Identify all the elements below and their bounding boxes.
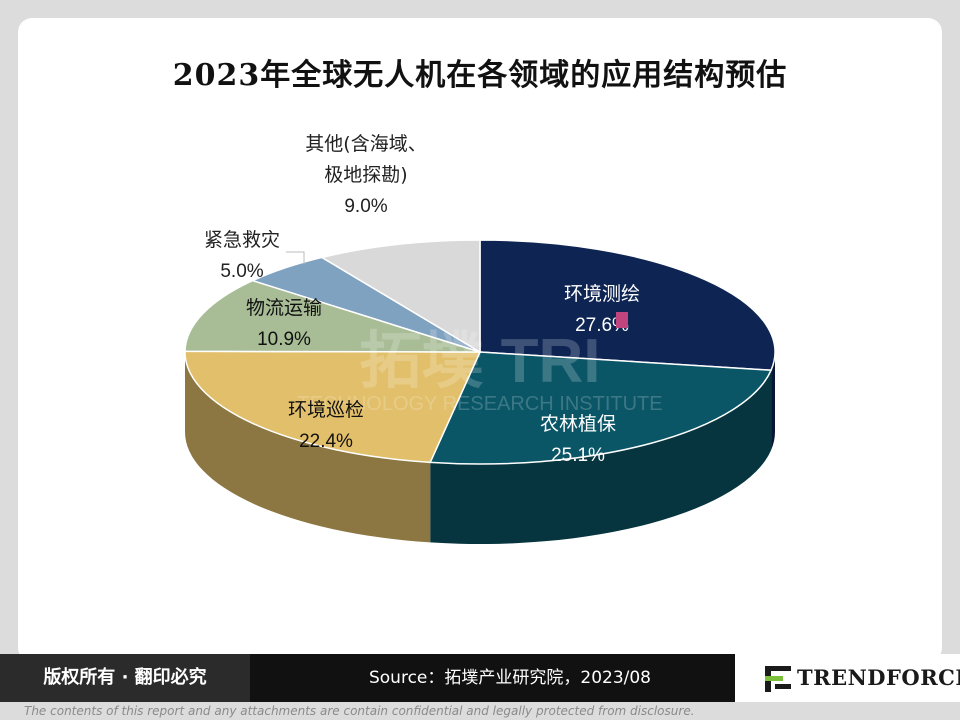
pie-slice	[429, 351, 773, 465]
slice-label: 紧急救灾	[204, 229, 280, 251]
leader-line	[286, 251, 305, 264]
slice-marker	[616, 312, 628, 328]
slice-value-label: 9.0%	[344, 196, 387, 217]
svg-text:拓墣 TRI: 拓墣 TRI	[359, 327, 600, 396]
pie-side-wall	[185, 352, 431, 543]
slice-value-label: 27.6%	[575, 315, 629, 336]
slice-value-label: 5.0%	[220, 261, 263, 282]
pie-slice	[184, 350, 482, 464]
slice-label: 极地探勘)	[324, 164, 407, 186]
disclaimer-text: The contents of this report and any atta…	[24, 704, 695, 718]
pie-slice	[184, 279, 481, 353]
slice-value-label: 10.9%	[257, 329, 311, 350]
brand-logo: TRENDFORCE	[735, 654, 960, 702]
brand-name: TRENDFORCE	[797, 665, 960, 690]
copyright-notice: 版权所有 · 翻印必究	[0, 654, 250, 702]
slice-value-label: 22.4%	[299, 431, 353, 452]
slice-label: 物流运输	[246, 297, 322, 319]
source-note: Source：拓墣产业研究院，2023/08	[368, 668, 651, 688]
slice-label: 环境测绘	[564, 283, 640, 305]
slice-label: 其他(含海域、	[305, 133, 426, 155]
svg-text:TECHNOLOGY RESEARCH INSTITUTE: TECHNOLOGY RESEARCH INSTITUTE	[297, 393, 662, 415]
slice-label: 农林植保	[540, 413, 616, 435]
chart-title: 2023年全球无人机在各领域的应用结构预估	[172, 58, 788, 93]
slice-label: 环境巡检	[288, 399, 364, 421]
slice-value-label: 25.1%	[551, 445, 605, 466]
pie-side-wall	[771, 352, 775, 451]
pie-slice	[479, 239, 776, 371]
trendforce-logo-icon	[765, 666, 791, 692]
pie-side-wall	[430, 370, 772, 545]
pie-slice	[319, 239, 481, 354]
